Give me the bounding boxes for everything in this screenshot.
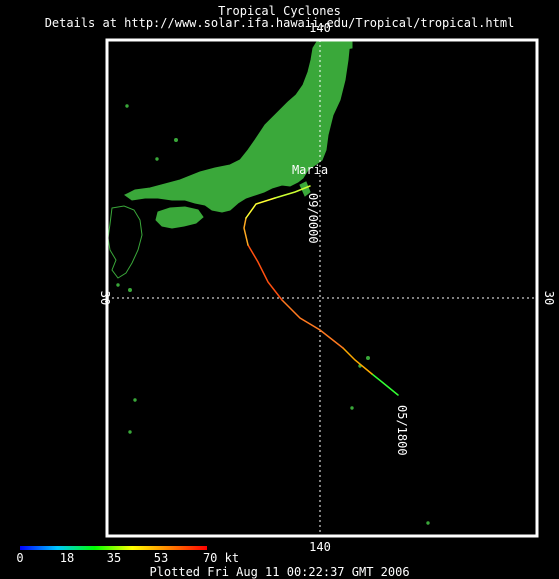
storm-track	[243, 185, 399, 396]
track-segment-3	[281, 299, 344, 349]
legend-tick-70: 70 kt	[203, 551, 239, 565]
track-segment-7	[274, 185, 311, 199]
track-segment-1	[371, 373, 399, 396]
lon-label-bottom: 140	[309, 540, 331, 554]
map-title: Tropical Cyclones	[218, 4, 341, 18]
storm-name-label: Maria	[292, 163, 328, 177]
land	[107, 39, 430, 525]
track-segment-6	[245, 197, 276, 219]
legend-tick-35: 35	[107, 551, 121, 565]
map-frame	[105, 38, 539, 538]
legend-tick-18: 18	[60, 551, 74, 565]
track-segment-5	[243, 217, 249, 246]
intensity-colorbar	[20, 546, 207, 550]
storm-end-time-label: 09/0000	[306, 193, 320, 244]
lat-label-left: 30	[98, 291, 112, 305]
track-segment-2	[342, 347, 373, 375]
plotted-timestamp: Plotted Fri Aug 11 00:22:37 GMT 2006	[149, 565, 410, 579]
legend-tick-53: 53	[154, 551, 168, 565]
lon-label-top: 140	[309, 21, 331, 35]
legend-tick-0: 0	[16, 551, 23, 565]
storm-start-time-label: 05/1800	[395, 405, 409, 456]
track-segment-4	[247, 244, 283, 301]
lat-label-right: 30	[542, 291, 556, 305]
map-subtitle[interactable]: Details at http://www.solar.ifa.hawaii.e…	[44, 16, 515, 30]
